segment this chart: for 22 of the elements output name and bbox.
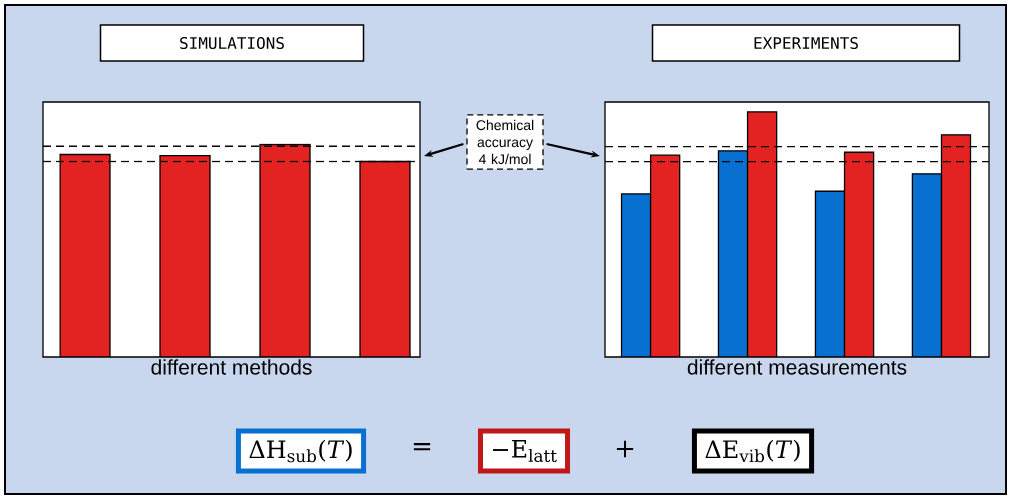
text: ΔH$_{sub}$(T)	[249, 439, 352, 463]
chart-title: EXPERIMENTS	[754, 36, 858, 50]
text: ΔE$_{vib}$(T)	[705, 439, 800, 463]
bar	[717, 150, 749, 358]
bar	[911, 173, 943, 358]
bar	[649, 154, 681, 358]
text: =	[413, 443, 431, 451]
bar	[359, 160, 411, 358]
bar	[746, 111, 778, 358]
text: −E$_{latt}$	[493, 440, 557, 462]
bar	[159, 154, 211, 358]
text: +	[616, 440, 634, 458]
bar	[59, 153, 111, 358]
bar	[940, 134, 972, 358]
text: Chemical accuracy 4 kJ/mol	[476, 119, 534, 165]
bar	[620, 193, 652, 358]
bar	[814, 190, 846, 358]
bar	[843, 151, 875, 358]
x-axis-title: different methods	[151, 359, 312, 375]
chart-title: SIMULATIONS	[180, 36, 284, 50]
x-axis-title: different measurements	[687, 359, 907, 375]
bar	[259, 143, 311, 358]
